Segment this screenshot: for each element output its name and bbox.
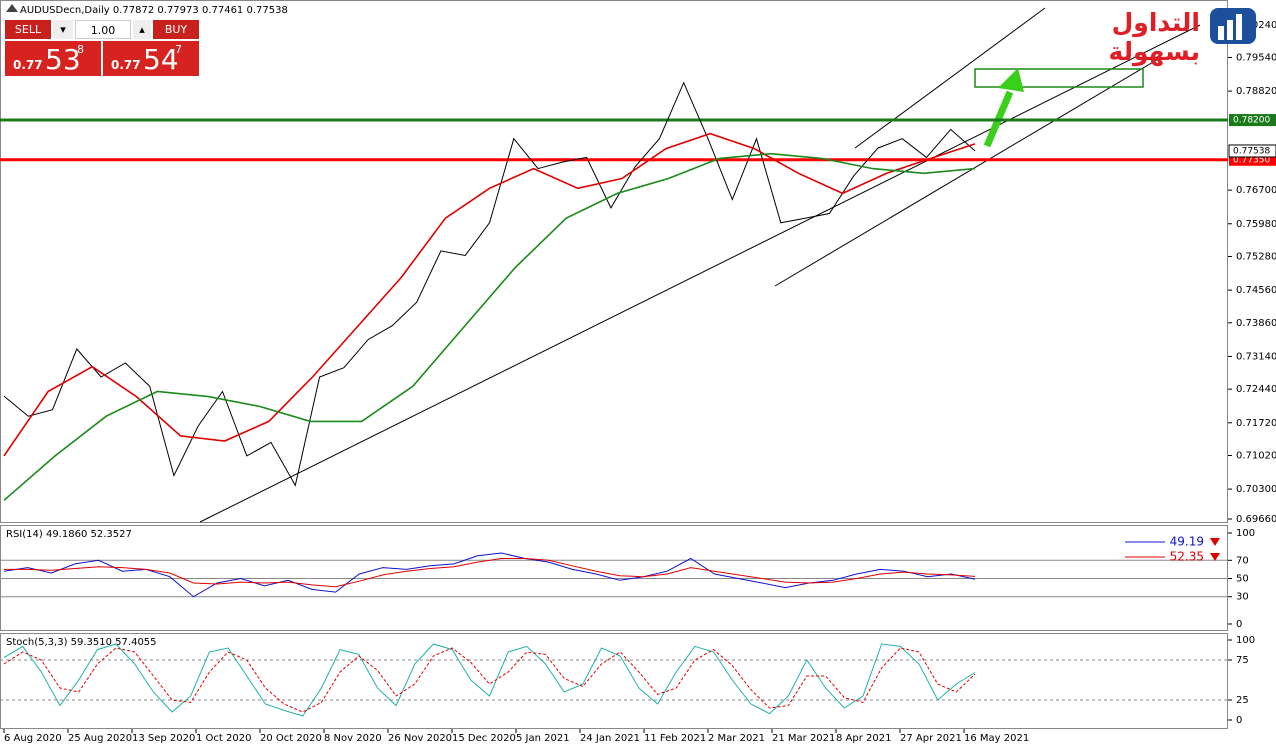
y-tick-label: 100 — [1236, 635, 1255, 646]
y-tick-label: 0.70300 — [1236, 484, 1276, 495]
channel-line — [199, 24, 1201, 523]
y-tick-label: 0.69660 — [1236, 514, 1276, 525]
channel-line — [854, 7, 1046, 149]
x-tick-label: 27 Apr 2021 — [900, 733, 962, 744]
sell-price[interactable]: 0.77 53 8 — [5, 41, 101, 76]
legend-value: 49.19 — [1170, 535, 1204, 549]
y-tick-label: 0.72440 — [1236, 384, 1276, 395]
target-box — [974, 68, 1144, 88]
stoch-title: Stoch(5,3,3) 59.3510 57.4055 — [6, 637, 157, 648]
price-point: 8 — [77, 43, 84, 56]
x-tick-label: 6 Aug 2020 — [4, 733, 62, 744]
stoch-pane — [0, 633, 1228, 729]
y-tick-label: 0.71020 — [1236, 450, 1276, 461]
y-tick-label: 0.75280 — [1236, 251, 1276, 262]
level-tag — [1229, 114, 1276, 127]
increase-button[interactable]: ▴ — [133, 20, 151, 39]
y-tick-label: 0.78820 — [1236, 86, 1276, 97]
series-line — [3, 152, 976, 501]
x-tick-label: 15 Dec 2020 — [452, 733, 516, 744]
legend-marker — [1210, 553, 1220, 561]
y-tick-label: 70 — [1236, 555, 1249, 566]
y-tick-label: 0.71720 — [1236, 418, 1276, 429]
buy-price[interactable]: 0.77 54 7 — [103, 41, 199, 76]
logo: التداول بسهولة — [1030, 4, 1262, 66]
x-tick-label: 16 May 2021 — [964, 733, 1029, 744]
x-tick-label: 5 Jan 2021 — [516, 733, 570, 744]
y-tick-label: 75 — [1236, 655, 1249, 666]
sell-button[interactable]: SELL — [5, 20, 51, 39]
current-label: 0.77538 — [1233, 146, 1270, 156]
level-label: 0.78200 — [1233, 116, 1270, 126]
x-tick-label: 24 Jan 2021 — [580, 733, 640, 744]
price-big: 0.77 — [111, 58, 141, 72]
main-pane — [0, 0, 1228, 523]
price-pips: 54 — [143, 43, 179, 76]
y-tick-label: 50 — [1236, 574, 1249, 585]
series-line — [4, 558, 976, 588]
current-tag — [1228, 144, 1276, 158]
channel-line — [774, 57, 1161, 287]
logo-icon — [1210, 8, 1256, 44]
buy-button[interactable]: BUY — [153, 20, 199, 39]
legend-marker — [1210, 538, 1220, 546]
x-tick-label: 8 Nov 2020 — [324, 733, 382, 744]
price-pips: 53 — [45, 43, 81, 76]
level-label: 0.77350 — [1233, 155, 1270, 165]
series-line — [3, 643, 976, 717]
series-line — [3, 647, 976, 713]
symbol-header: AUDUSDecn,Daily 0.77872 0.77973 0.77461 … — [20, 5, 288, 16]
trade-panel: SELL ▾ 1.00 ▴ BUY 0.77 53 8 0.77 54 7 — [5, 20, 199, 76]
logo-text: التداول بسهولة — [1108, 8, 1200, 66]
x-tick-label: 2 Mar 2021 — [708, 733, 765, 744]
x-tick-label: 1 Oct 2020 — [196, 733, 251, 744]
price-big: 0.77 — [13, 58, 43, 72]
legend-value: 52.35 — [1170, 550, 1204, 564]
y-tick-label: 0.79540 — [1236, 52, 1276, 63]
lot-input[interactable]: 1.00 — [75, 20, 131, 39]
y-tick-label: 0 — [1236, 715, 1242, 726]
y-tick-label: 25 — [1236, 695, 1249, 706]
series-line — [3, 81, 976, 487]
symbol-icon — [6, 4, 18, 12]
y-tick-label: 100 — [1236, 528, 1255, 539]
x-tick-label: 11 Feb 2021 — [644, 733, 706, 744]
y-tick-label: 0.74560 — [1236, 285, 1276, 296]
y-tick-label: 0.73140 — [1236, 351, 1276, 362]
x-tick-label: 20 Oct 2020 — [260, 733, 322, 744]
x-tick-label: 25 Aug 2020 — [68, 733, 132, 744]
rsi-title: RSI(14) 49.1860 52.3527 — [6, 529, 132, 540]
y-tick-label: 0 — [1236, 619, 1242, 630]
x-tick-label: 21 Mar 2021 — [772, 733, 835, 744]
x-tick-label: 13 Sep 2020 — [132, 733, 195, 744]
y-tick-label: 30 — [1236, 592, 1249, 603]
arrow-head — [998, 68, 1024, 92]
price-point: 7 — [175, 43, 182, 56]
series-line — [3, 552, 976, 598]
x-tick-label: 8 Apr 2021 — [836, 733, 891, 744]
y-tick-label: 0.73860 — [1236, 318, 1276, 329]
y-tick-label: 0.76700 — [1236, 185, 1276, 196]
decrease-button[interactable]: ▾ — [53, 20, 73, 39]
x-tick-label: 26 Nov 2020 — [388, 733, 452, 744]
y-tick-label: 0.75980 — [1236, 219, 1276, 230]
series-line — [3, 132, 976, 457]
